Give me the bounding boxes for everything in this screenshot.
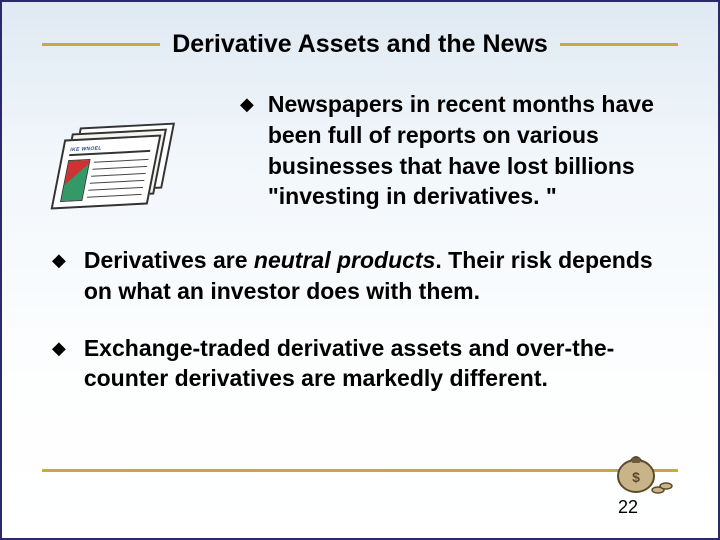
slide-title: Derivative Assets and the News: [160, 30, 560, 59]
bullet-marker: ◆: [52, 249, 66, 307]
title-rule-right: [560, 43, 678, 46]
bullet-text-2: Derivatives are neutral products. Their …: [84, 245, 668, 307]
bullet-text-1: Newspapers in recent months have been fu…: [268, 89, 668, 217]
svg-text:$: $: [632, 469, 640, 485]
bullet-item-3: ◆ Exchange-traded derivative assets and …: [52, 333, 668, 395]
footer-rule: [42, 469, 678, 472]
title-rule-left: [42, 43, 160, 46]
slide-title-row: Derivative Assets and the News: [2, 2, 718, 59]
moneybag-icon: $: [608, 428, 678, 498]
lower-bullets: ◆ Derivatives are neutral products. Thei…: [52, 245, 668, 394]
bullet-text-2-pre: Derivatives are: [84, 247, 254, 273]
bullet-text-2-em: neutral products: [254, 247, 435, 273]
page-number: 22: [618, 497, 638, 518]
bullet-marker: ◆: [240, 93, 254, 217]
bullet-item-2: ◆ Derivatives are neutral products. Thei…: [52, 245, 668, 307]
bullet-text-3: Exchange-traded derivative assets and ov…: [84, 333, 668, 395]
first-bullet-block: IKE WNOEL ◆ Newspapers in recent months …: [52, 89, 668, 217]
slide-content: IKE WNOEL ◆ Newspapers in recent months …: [2, 59, 718, 394]
bullet-item-1: ◆ Newspapers in recent months have been …: [180, 89, 668, 217]
bullet-marker: ◆: [52, 337, 66, 395]
newspaper-icon: IKE WNOEL: [52, 117, 172, 217]
